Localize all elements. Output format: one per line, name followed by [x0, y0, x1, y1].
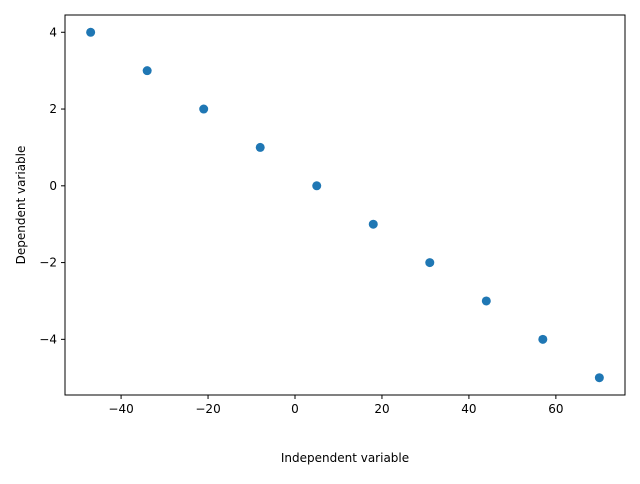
- y-axis-label: Dependent variable: [14, 146, 28, 265]
- scatter-point: [199, 104, 209, 114]
- scatter-point: [312, 181, 322, 191]
- scatter-point: [86, 27, 96, 37]
- scatter-point: [142, 66, 152, 76]
- x-tick-label: −40: [108, 402, 133, 416]
- x-axis-label: Independent variable: [281, 451, 409, 465]
- scatter-point: [368, 219, 378, 229]
- scatter-point: [425, 258, 435, 268]
- x-tick-label: 0: [291, 402, 299, 416]
- x-tick-label: 40: [461, 402, 476, 416]
- scatter-point: [538, 334, 548, 344]
- y-tick-label: 2: [49, 102, 57, 116]
- scatter-point: [255, 142, 265, 152]
- x-tick-label: 20: [374, 402, 389, 416]
- plot-area-frame: [64, 14, 626, 396]
- y-tick-label: −2: [39, 256, 57, 270]
- x-axis-ticks: −40 −20 0 20 40 60: [108, 395, 564, 416]
- x-tick-label: 60: [548, 402, 563, 416]
- y-tick-label: −4: [39, 332, 57, 346]
- data-points: [86, 27, 604, 383]
- y-tick-label: 0: [49, 179, 57, 193]
- x-tick-label: −20: [195, 402, 220, 416]
- y-tick-label: 4: [49, 25, 57, 39]
- y-axis-ticks: −4 −2 0 2 4: [39, 25, 65, 346]
- scatter-point: [481, 296, 491, 306]
- scatter-point: [594, 373, 604, 383]
